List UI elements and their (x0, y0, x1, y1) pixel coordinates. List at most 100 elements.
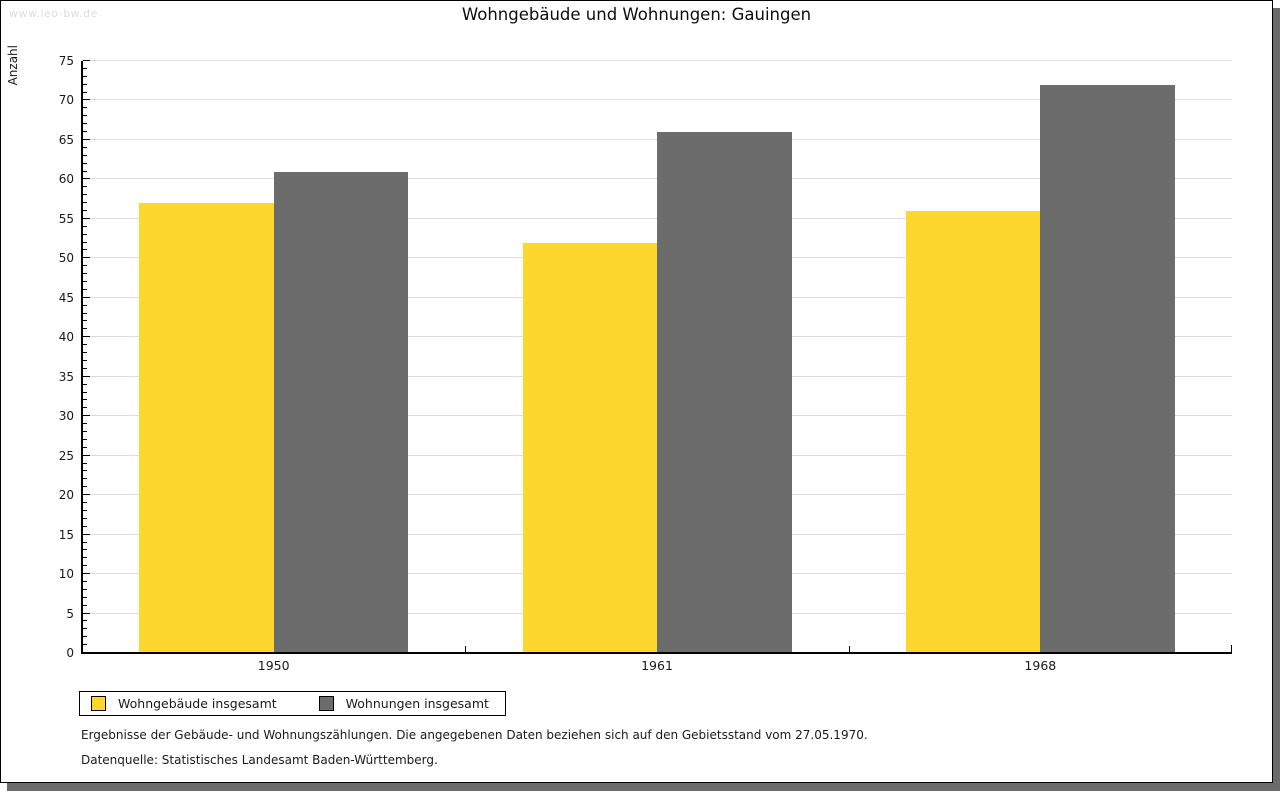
y-tick-label: 65 (58, 132, 74, 147)
x-tick-label: 1961 (641, 658, 673, 673)
x-axis-end-tick (1231, 645, 1232, 653)
footnote-line1: Ergebnisse der Gebäude- und Wohnungszähl… (81, 728, 868, 742)
y-tick (83, 375, 90, 377)
y-tick (83, 517, 87, 519)
y-tick (83, 170, 87, 172)
y-tick-label: 35 (58, 369, 74, 384)
y-tick (83, 99, 90, 101)
y-tick (83, 423, 87, 425)
y-tick (83, 91, 87, 93)
legend: Wohngebäude insgesamt Wohnungen insgesamt (79, 691, 506, 716)
y-tick (83, 620, 87, 622)
y-tick (83, 75, 87, 77)
y-tick (83, 194, 87, 196)
y-tick (83, 367, 87, 369)
y-tick (83, 636, 87, 638)
y-axis-title: Anzahl (6, 45, 20, 86)
gridline (82, 99, 1232, 101)
y-tick (83, 407, 87, 409)
bar-1961-wohnungen (657, 132, 792, 653)
y-tick-label: 10 (58, 567, 74, 582)
y-tick (83, 352, 87, 354)
y-tick (83, 83, 87, 85)
y-tick (83, 146, 87, 148)
y-tick-label: 0 (66, 646, 74, 660)
bar-1968-wohngebaeude (905, 210, 1041, 653)
y-tick (83, 217, 90, 219)
y-tick (83, 580, 87, 582)
y-tick (83, 525, 87, 527)
y-tick (83, 186, 87, 188)
footnote-line2: Datenquelle: Statistisches Landesamt Bad… (81, 753, 438, 767)
legend-entry: Wohngebäude insgesamt (91, 696, 277, 711)
y-tick (83, 288, 87, 290)
y-tick (83, 604, 87, 606)
y-tick (83, 178, 90, 180)
legend-label: Wohnungen insgesamt (345, 696, 489, 711)
x-boundary-tick (848, 646, 850, 653)
y-tick-label: 75 (58, 54, 74, 68)
bar-1950-wohngebaeude (139, 203, 274, 653)
y-tick (83, 162, 87, 164)
y-tick-label: 60 (58, 172, 74, 187)
y-tick (83, 588, 87, 590)
y-axis-line (81, 61, 83, 653)
y-tick (83, 154, 87, 156)
y-tick (83, 446, 87, 448)
y-tick (83, 533, 90, 535)
y-tick (83, 60, 90, 61)
x-axis-line (81, 652, 1232, 654)
y-tick (83, 312, 87, 314)
legend-label: Wohngebäude insgesamt (118, 696, 277, 711)
y-tick (83, 233, 87, 235)
y-tick (83, 541, 87, 543)
y-tick (83, 202, 87, 204)
legend-swatch (318, 696, 334, 711)
y-tick (83, 494, 90, 496)
y-tick (83, 107, 87, 109)
y-tick (83, 399, 87, 401)
x-boundary-tick (465, 646, 467, 653)
bar-1961-wohngebaeude (522, 242, 657, 653)
y-tick-label: 25 (58, 448, 74, 463)
y-tick (83, 241, 87, 243)
y-tick (83, 359, 87, 361)
watermark-text: www.leo-bw.de (9, 7, 98, 20)
y-tick (83, 565, 87, 567)
y-tick (83, 131, 87, 133)
y-tick (83, 304, 87, 306)
y-tick (83, 225, 87, 227)
y-tick-label: 45 (58, 290, 74, 305)
y-tick (83, 273, 87, 275)
y-tick (83, 296, 90, 298)
y-tick-label: 40 (58, 330, 74, 345)
y-tick (83, 123, 87, 125)
y-tick (83, 462, 87, 464)
x-tick-label: 1950 (257, 658, 290, 673)
y-tick-label: 5 (66, 606, 74, 621)
y-tick (83, 265, 87, 267)
y-tick (83, 138, 90, 140)
y-tick (83, 502, 87, 504)
y-tick (83, 612, 90, 614)
bar-1968-wohnungen (1040, 84, 1175, 653)
y-tick-label: 50 (58, 251, 74, 266)
y-tick (83, 470, 87, 472)
legend-swatch (91, 696, 106, 711)
y-tick (83, 573, 90, 575)
bar-1950-wohnungen (273, 171, 409, 653)
y-tick-label: 15 (58, 527, 74, 542)
y-tick-label: 70 (58, 93, 74, 108)
chart-title: Wohngebäude und Wohnungen: Gauingen (461, 5, 812, 24)
y-tick (83, 431, 87, 432)
y-tick (83, 383, 87, 385)
y-tick (83, 391, 87, 393)
y-tick (83, 557, 87, 559)
y-tick-label: 55 (58, 211, 74, 226)
y-tick (83, 281, 87, 283)
y-tick (83, 336, 90, 338)
y-tick (83, 596, 87, 598)
x-tick-label: 1968 (1024, 658, 1057, 673)
gridline (82, 60, 1232, 61)
y-tick (83, 509, 87, 511)
